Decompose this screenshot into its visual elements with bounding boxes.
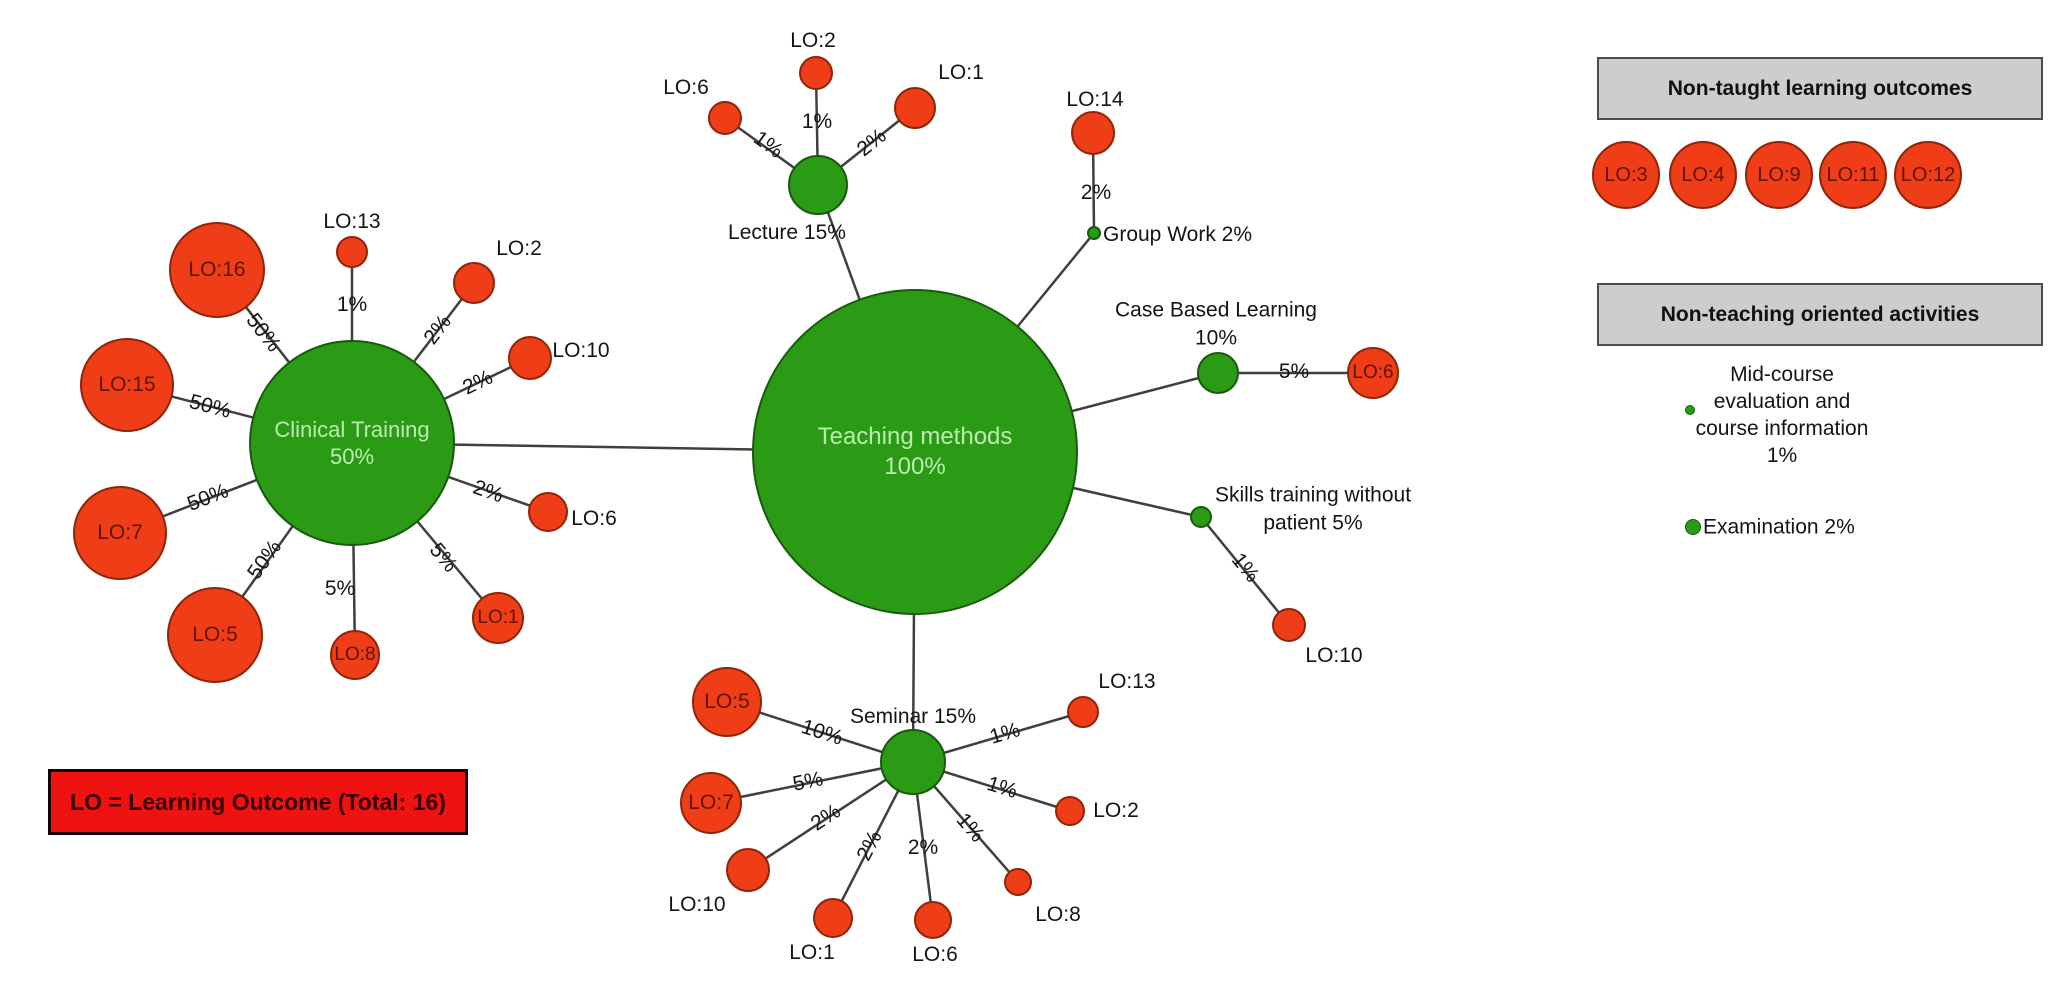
node-c16-circle: LO:16 [169,222,265,318]
node-m5-label: LO:5 [704,690,750,714]
node-c10-circle [508,336,552,380]
node-teaching-circle: Teaching methods 100% [752,289,1078,615]
legend-lo9-circle: LO:9 [1745,141,1813,209]
legend-lo12-circle: LO:12 [1894,141,1962,209]
node-c6-circle [528,492,568,532]
node-m10-circle [726,848,770,892]
node-c5-circle: LO:5 [167,587,263,683]
examination-label: Examination 2% [1703,515,1855,539]
node-m7-circle: LO:7 [680,772,742,834]
node-lecture-circle [788,155,848,215]
node-m2-circle [1055,796,1085,826]
node-m7-label: LO:7 [688,791,734,815]
node-m8-circle [1004,868,1032,896]
node-l2-circle [799,56,833,90]
lo-note-box: LO = Learning Outcome (Total: 16) [48,769,468,835]
node-l1-circle [894,87,936,129]
node-c7-label: LO:7 [97,521,143,545]
node-l6-circle [708,101,742,135]
node-clinical-circle: Clinical Training 50% [249,340,455,546]
legend-lo11-circle: LO:11 [1819,141,1887,209]
node-groupwork-circle [1087,226,1101,240]
node-skills-circle [1190,506,1212,528]
node-c8-circle: LO:8 [330,630,380,680]
node-clinical-label: Clinical Training 50% [274,416,430,470]
legend-non-taught-title: Non-taught learning outcomes [1667,76,1973,100]
legend-lo12-label: LO:12 [1900,163,1956,186]
node-c1-circle: LO:1 [472,592,524,644]
node-c1-label: LO:1 [477,606,519,628]
legend-lo4-circle: LO:4 [1669,141,1737,209]
lo-note-label: LO = Learning Outcome (Total: 16) [70,788,446,815]
node-c8-label: LO:8 [334,643,376,665]
node-c13-circle [336,236,368,268]
legend-lo3-label: LO:3 [1604,163,1648,186]
node-c15-label: LO:15 [98,373,156,397]
node-s10-circle [1272,608,1306,642]
node-b6-circle: LO:6 [1347,347,1399,399]
node-c5-label: LO:5 [192,623,238,647]
examination-dot [1685,519,1701,535]
node-m1-circle [813,898,853,938]
midcourse-label: Mid-course evaluation and course informa… [1695,363,1869,467]
node-m6-circle [914,901,952,939]
node-g14-circle [1071,111,1115,155]
node-teaching-label: Teaching methods 100% [817,423,1013,480]
node-seminar-circle [880,729,946,795]
midcourse-dot [1685,405,1695,415]
node-c2-circle [453,262,495,304]
legend-lo11-label: LO:11 [1826,163,1880,186]
node-c7-circle: LO:7 [73,486,167,580]
edge-line-seminar-m7 [710,760,914,805]
node-m13-circle [1067,696,1099,728]
legend-non-teaching-box: Non-teaching oriented activities [1597,283,2043,346]
node-c16-label: LO:16 [188,258,246,282]
legend-lo3-circle: LO:3 [1592,141,1660,209]
node-cbl-circle [1197,352,1239,394]
legend-lo9-label: LO:9 [1757,163,1801,186]
legend-non-teaching-title: Non-teaching oriented activities [1660,302,1980,326]
edge-line-skills-s10 [1200,516,1290,626]
legend-non-taught-box: Non-taught learning outcomes [1597,57,2043,120]
node-b6-label: LO:6 [1352,361,1394,383]
legend-lo4-label: LO:4 [1681,163,1725,186]
node-c15-circle: LO:15 [80,338,174,432]
node-m5-circle: LO:5 [692,667,762,737]
